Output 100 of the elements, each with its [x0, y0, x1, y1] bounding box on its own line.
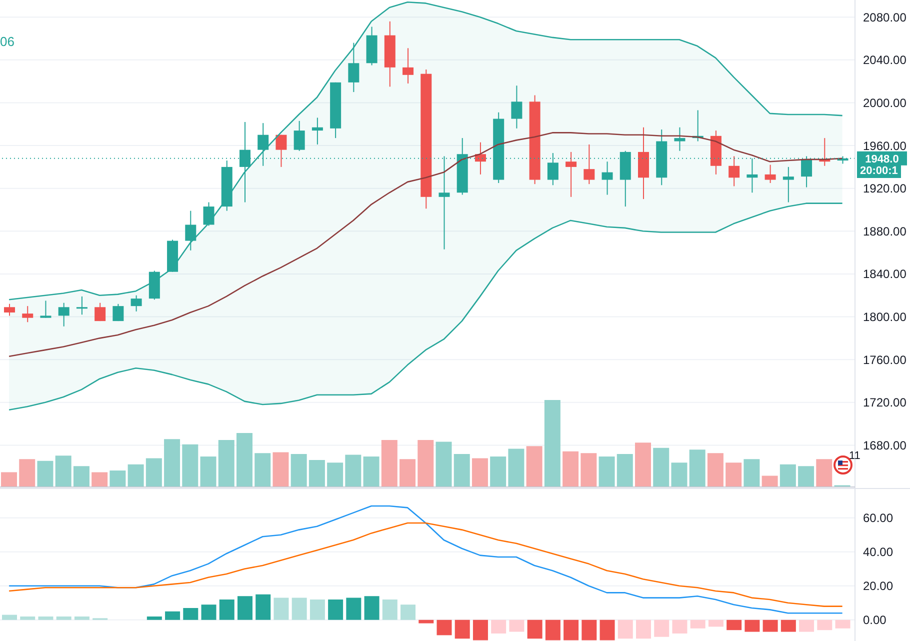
bar [74, 616, 90, 620]
candlestick [276, 134, 287, 168]
bar [346, 598, 362, 620]
y-tick-label: 20.00 [863, 579, 894, 594]
bar [400, 459, 416, 487]
bar [254, 453, 271, 487]
candlestick [294, 120, 305, 152]
candlestick [402, 48, 414, 84]
bar [290, 454, 307, 487]
bar [508, 448, 524, 487]
bar [364, 596, 380, 620]
bar [218, 440, 234, 487]
y-tick-label: 40.00 [863, 545, 894, 560]
bar [328, 600, 344, 620]
bar [236, 433, 252, 487]
bar [56, 616, 72, 620]
bar [708, 620, 724, 627]
bar [165, 611, 180, 620]
bar [564, 620, 579, 640]
bar [418, 620, 434, 624]
bar [20, 616, 36, 620]
bar [562, 451, 579, 487]
y-tick-label: 2080.00 [863, 10, 907, 24]
bar [19, 459, 36, 487]
bar [472, 620, 488, 640]
bar [491, 620, 506, 634]
bar [616, 454, 633, 487]
y-tick-label: 1960.00 [863, 138, 907, 153]
y-tick-label: 1800.00 [863, 310, 907, 324]
candlestick [566, 151, 577, 198]
bar [545, 620, 560, 640]
bar [128, 464, 144, 487]
bar [436, 442, 452, 487]
y-tick-label: 0.00 [863, 613, 887, 628]
bar [454, 454, 470, 487]
candlestick [76, 296, 88, 316]
bar [672, 620, 688, 634]
bar [762, 476, 778, 487]
candlestick [602, 161, 613, 196]
bar [636, 620, 652, 639]
bar [146, 458, 162, 487]
bar [200, 456, 216, 487]
bar [237, 596, 252, 620]
bar [382, 600, 398, 620]
y-tick-label: 1920.00 [863, 182, 907, 196]
bar [92, 472, 108, 487]
candlestick [511, 85, 522, 129]
bar [635, 442, 652, 487]
y-tick-label: 1680.00 [863, 438, 907, 452]
bar [73, 466, 90, 487]
line-series [8, 505, 843, 614]
bar [274, 598, 289, 620]
bar [780, 620, 796, 632]
bar [400, 604, 416, 620]
candlestick [728, 156, 740, 187]
bar [762, 620, 778, 632]
bar [689, 450, 706, 487]
bar [164, 439, 180, 487]
bar [509, 620, 524, 632]
y-tick-label: 1840.00 [863, 267, 907, 282]
bar [654, 620, 670, 637]
bar [526, 446, 542, 487]
bar [799, 620, 814, 632]
bar [110, 470, 126, 487]
bar [744, 459, 760, 487]
bar [527, 620, 542, 639]
bar [183, 608, 198, 620]
bar [292, 598, 307, 620]
y-tick-label: 1880.00 [863, 224, 907, 238]
bar [618, 620, 633, 639]
bar [744, 620, 760, 632]
bar [418, 440, 434, 487]
bar [582, 620, 597, 640]
line-series [8, 202, 843, 411]
bar [345, 454, 362, 487]
bar [272, 452, 289, 487]
text: 20:00:1 [857, 164, 901, 178]
bar [835, 620, 850, 628]
candlestick [348, 42, 360, 93]
candlestick [4, 303, 15, 316]
candlestick [22, 306, 34, 323]
bar [490, 456, 506, 487]
bar [472, 458, 488, 487]
candlestick [203, 202, 214, 226]
bar [363, 456, 380, 487]
bar [436, 620, 452, 636]
bar [38, 616, 54, 620]
candlestick [782, 166, 794, 203]
bar [55, 456, 72, 487]
bar [817, 620, 832, 630]
candlestick [40, 300, 52, 318]
candlestick [764, 164, 776, 184]
annotation: 11 [849, 450, 860, 462]
bar [690, 620, 706, 628]
bar [798, 466, 814, 487]
bar [454, 620, 470, 639]
candlestick [584, 144, 595, 185]
ref-line-label: 1948.0 [865, 153, 899, 166]
bar [600, 620, 615, 640]
bar [1, 472, 17, 487]
